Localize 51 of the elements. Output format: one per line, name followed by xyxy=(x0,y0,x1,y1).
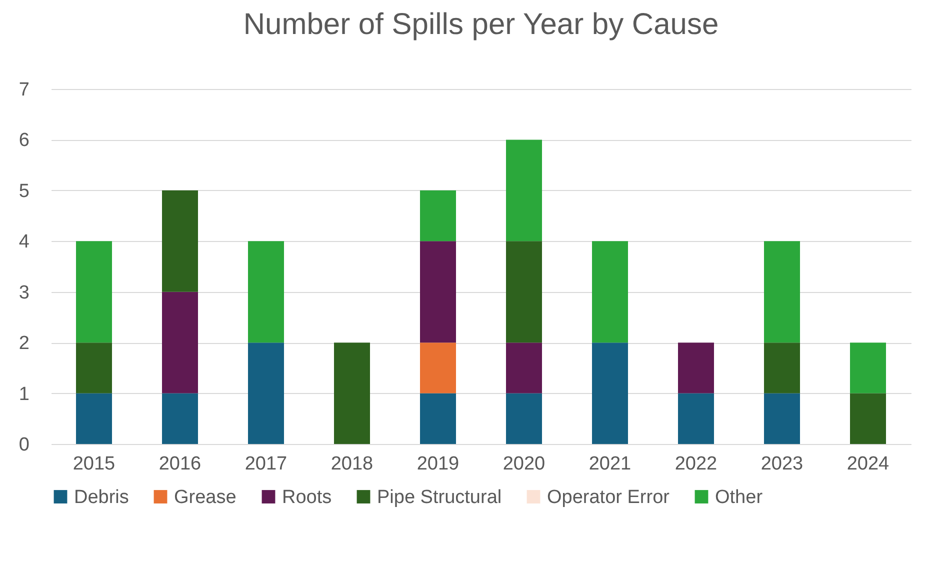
y-tick-label: 1 xyxy=(18,384,30,405)
bar xyxy=(764,393,800,444)
x-tick-label: 2024 xyxy=(846,454,890,474)
bar xyxy=(420,393,456,444)
legend-label: Pipe Structural xyxy=(377,486,502,508)
bar xyxy=(592,342,628,444)
bar xyxy=(420,241,456,343)
x-tick-label: 2018 xyxy=(330,454,374,474)
bar xyxy=(506,342,542,394)
bar xyxy=(162,190,198,292)
legend-label: Operator Error xyxy=(547,486,670,508)
legend-label: Roots xyxy=(282,486,332,508)
bar xyxy=(764,342,800,394)
bar xyxy=(506,140,542,242)
bar xyxy=(764,241,800,343)
bar xyxy=(248,241,284,343)
y-tick-label: 5 xyxy=(18,180,30,202)
x-tick-label: 2017 xyxy=(244,454,288,474)
legend-label: Grease xyxy=(174,486,236,508)
bar xyxy=(76,393,112,444)
x-tick-label: 2016 xyxy=(158,454,202,474)
x-tick-label: 2023 xyxy=(760,454,804,474)
legend-label: Other xyxy=(715,486,764,508)
x-tick-label: 2020 xyxy=(502,454,546,474)
bar xyxy=(334,342,370,444)
chart-title: Number of Spills per Year by Cause xyxy=(243,8,719,41)
y-tick-label: 4 xyxy=(18,232,30,253)
x-tick-label: 2022 xyxy=(674,454,718,474)
x-tick-label: 2021 xyxy=(588,454,632,474)
bar xyxy=(162,292,198,394)
bar xyxy=(76,241,112,343)
bar xyxy=(506,241,542,343)
bar xyxy=(850,393,886,444)
bar xyxy=(850,342,886,394)
bar xyxy=(506,393,542,444)
legend-label: Debris xyxy=(74,486,129,508)
bar xyxy=(592,241,628,343)
y-tick-label: 3 xyxy=(18,282,30,304)
bar xyxy=(420,190,456,242)
bar xyxy=(162,393,198,444)
x-tick-label: 2015 xyxy=(72,454,116,474)
bar xyxy=(678,342,714,394)
y-tick-label: 2 xyxy=(18,333,30,354)
y-tick-label: 0 xyxy=(18,434,30,456)
y-tick-label: 6 xyxy=(18,130,30,152)
bar xyxy=(420,342,456,394)
y-tick-label: 7 xyxy=(18,80,30,100)
bar xyxy=(76,342,112,394)
x-tick-label: 2019 xyxy=(416,454,460,474)
bar xyxy=(248,342,284,444)
bar xyxy=(678,393,714,444)
